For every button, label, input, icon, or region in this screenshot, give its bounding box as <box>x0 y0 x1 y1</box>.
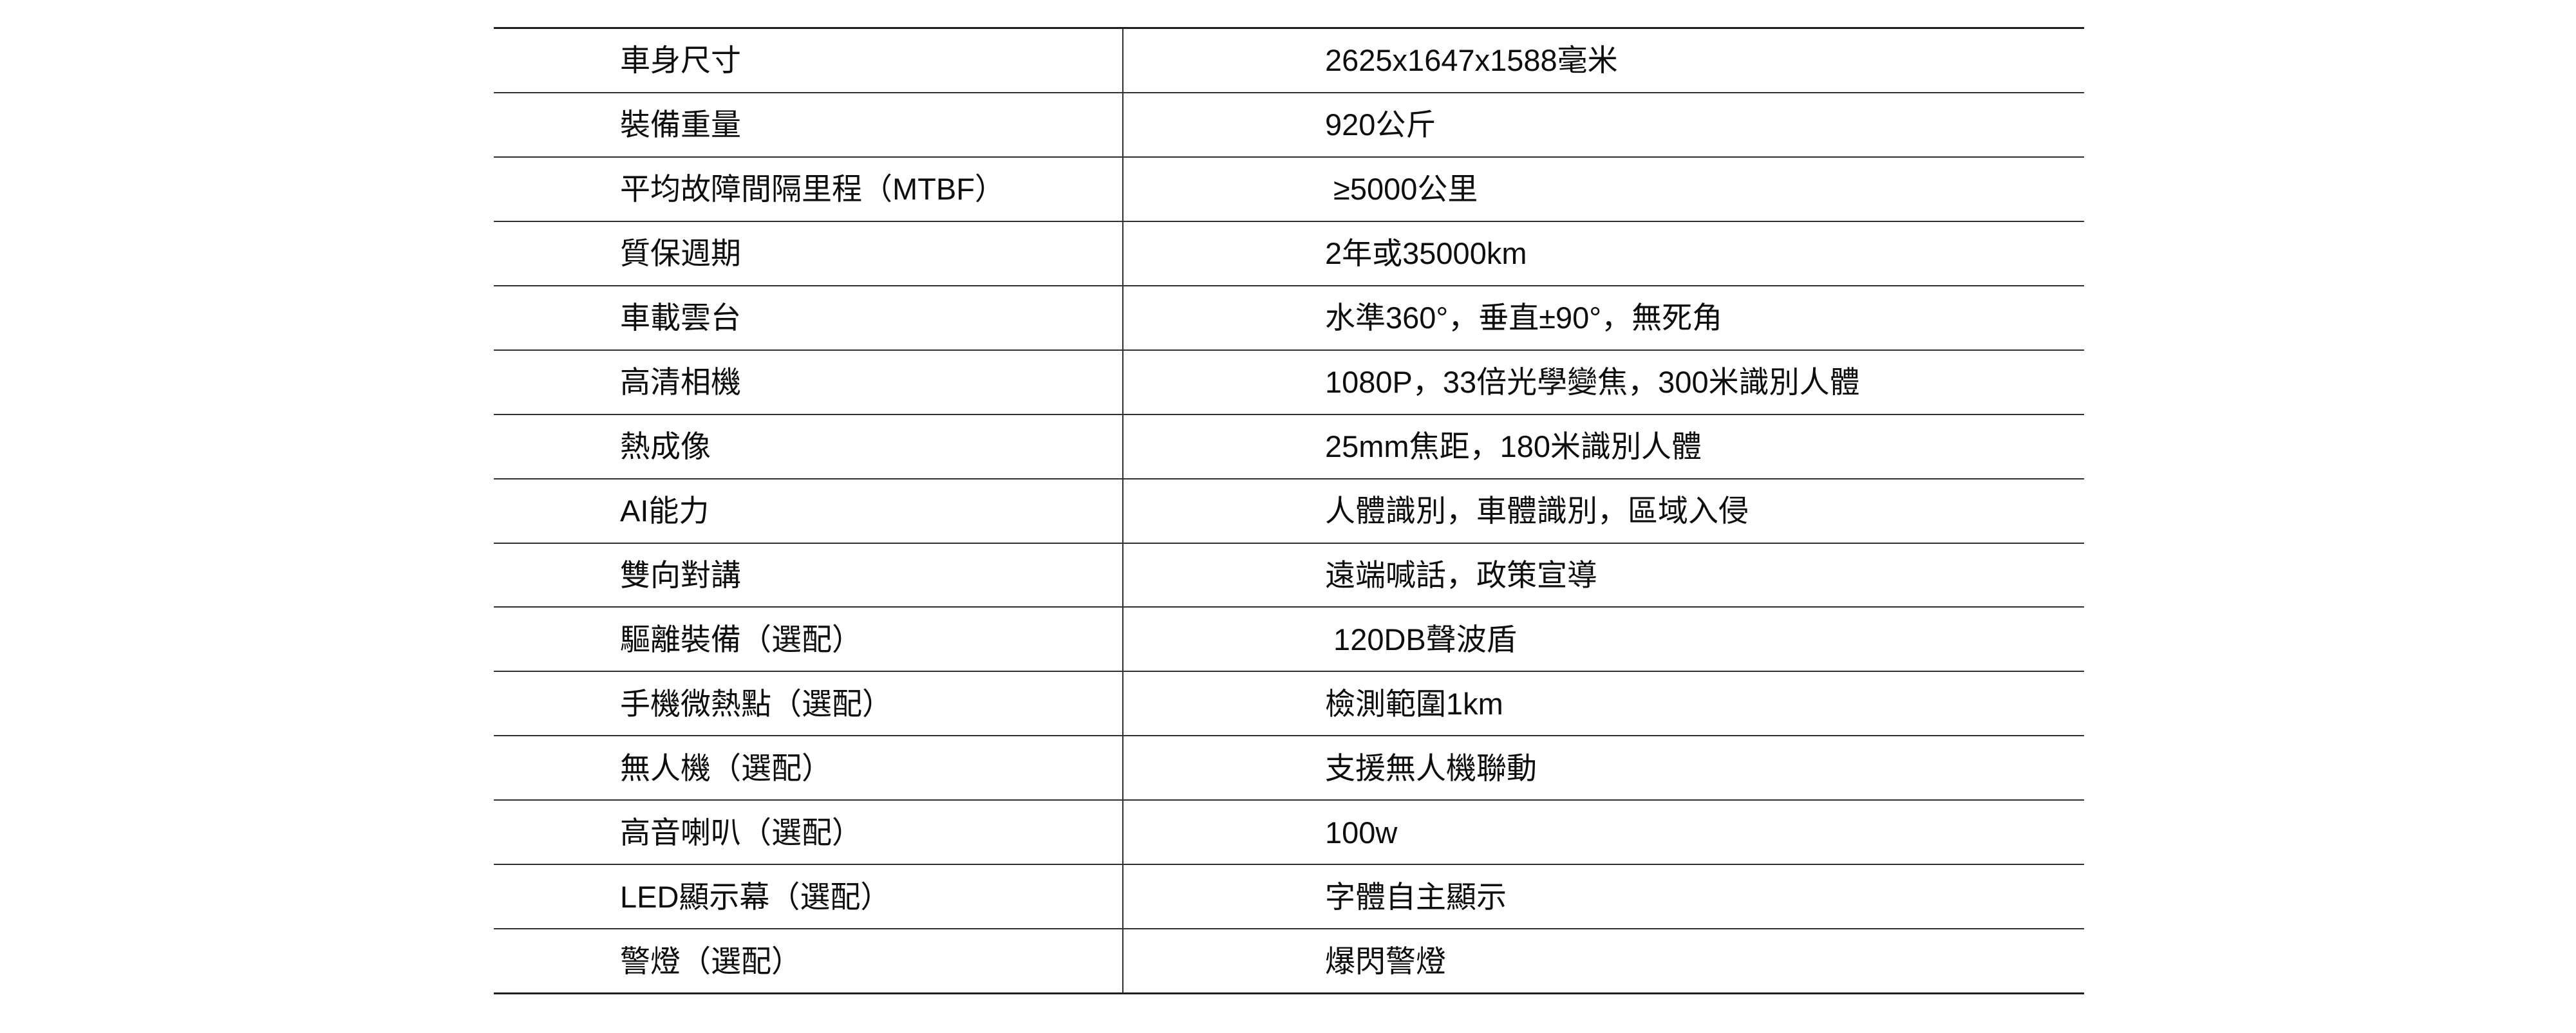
table-row: LED顯示幕（選配） 字體自主顯示 <box>494 865 2084 930</box>
table-row: 手機微熱點（選配） 檢測範圍1km <box>494 672 2084 737</box>
spec-value: ≥5000公里 <box>1325 172 1478 207</box>
spec-label: 裝備重量 <box>494 93 1123 156</box>
table-row: 警燈（選配） 爆閃警燈 <box>494 929 2084 993</box>
spec-label: 高清相機 <box>494 350 1123 414</box>
spec-value: 100w <box>1325 815 1398 850</box>
table-row: 質保週期 2年或35000km <box>494 221 2084 286</box>
spec-label: 高音喇叭（選配） <box>494 801 1123 864</box>
spec-value: 25mm焦距，180米識別人體 <box>1325 429 1702 464</box>
table-row: 車身尺寸 2625x1647x1588毫米 <box>494 29 2084 93</box>
spec-value: 檢測範圍1km <box>1325 686 1503 721</box>
table-row: 熱成像 25mm焦距，180米識別人體 <box>494 414 2084 479</box>
spec-value: 2625x1647x1588毫米 <box>1325 43 1618 78</box>
spec-value: 人體識別，車體識別，區域入侵 <box>1325 494 1749 528</box>
spec-label: 雙向對講 <box>494 543 1123 607</box>
spec-value: 遠端喊話，政策宣導 <box>1325 557 1597 592</box>
table-row: 車載雲台 水準360°，垂直±90°，無死角 <box>494 286 2084 351</box>
table-row: 裝備重量 920公斤 <box>494 93 2084 158</box>
spec-label: 質保週期 <box>494 221 1123 285</box>
spec-label: 車身尺寸 <box>494 29 1123 92</box>
spec-value: 爆閃警燈 <box>1325 944 1446 978</box>
spec-value: 水準360°，垂直±90°，無死角 <box>1325 301 1723 335</box>
spec-label: 驅離裝備（選配） <box>494 608 1123 671</box>
spec-label: 車載雲台 <box>494 286 1123 349</box>
spec-table: 車身尺寸 2625x1647x1588毫米 裝備重量 920公斤 平均故障間隔里… <box>494 27 2084 994</box>
table-row: 驅離裝備（選配） 120DB聲波盾 <box>494 608 2084 673</box>
table-row: 雙向對講 遠端喊話，政策宣導 <box>494 543 2084 608</box>
spec-label: 警燈（選配） <box>494 929 1123 993</box>
spec-label: 平均故障間隔里程（MTBF） <box>494 157 1123 221</box>
spec-label: 手機微熱點（選配） <box>494 672 1123 736</box>
table-row: 平均故障間隔里程（MTBF） ≥5000公里 <box>494 157 2084 222</box>
spec-value: 字體自主顯示 <box>1325 879 1507 914</box>
spec-label: LED顯示幕（選配） <box>494 865 1123 929</box>
spec-value: 2年或35000km <box>1325 236 1527 271</box>
table-row: 高清相機 1080P，33倍光學變焦，300米識別人體 <box>494 350 2084 415</box>
spec-value: 1080P，33倍光學變焦，300米識別人體 <box>1325 365 1860 400</box>
spec-label: 熱成像 <box>494 414 1123 478</box>
spec-value: 支援無人機聯動 <box>1325 750 1537 785</box>
spec-label: 無人機（選配） <box>494 736 1123 800</box>
spec-value: 120DB聲波盾 <box>1325 622 1517 656</box>
spec-value: 920公斤 <box>1325 107 1436 142</box>
spec-label: AI能力 <box>494 479 1123 543</box>
table-row: 高音喇叭（選配） 100w <box>494 801 2084 866</box>
table-row: 無人機（選配） 支援無人機聯動 <box>494 736 2084 801</box>
table-row: AI能力 人體識別，車體識別，區域入侵 <box>494 479 2084 544</box>
